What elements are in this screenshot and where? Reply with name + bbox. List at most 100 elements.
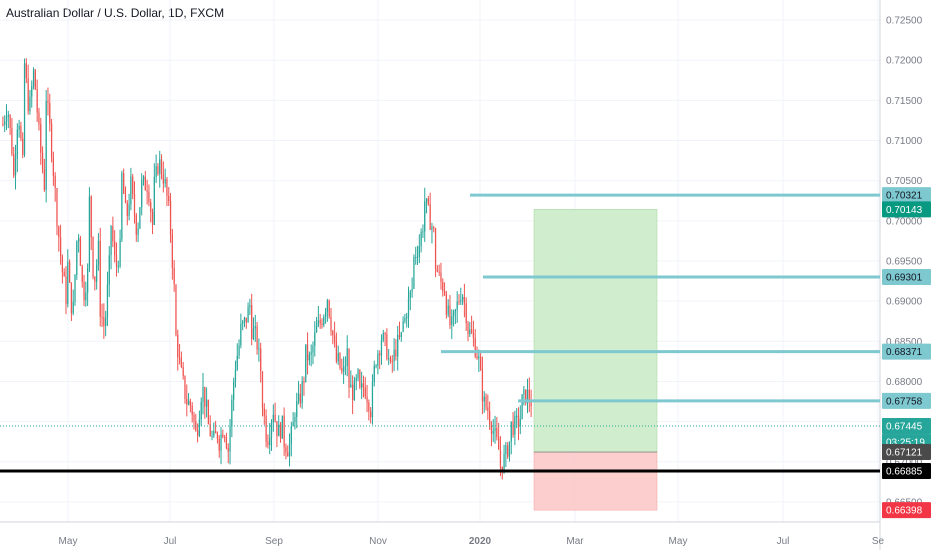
- candle-body[interactable]: [292, 422, 294, 427]
- candle-body[interactable]: [76, 241, 78, 275]
- candle-body[interactable]: [339, 353, 341, 369]
- candle-body[interactable]: [402, 321, 404, 333]
- candle-body[interactable]: [344, 365, 347, 367]
- candle-body[interactable]: [27, 78, 29, 112]
- candle-body[interactable]: [427, 198, 429, 205]
- candle-body[interactable]: [31, 86, 33, 97]
- candle-body[interactable]: [348, 348, 350, 388]
- candle-body[interactable]: [256, 326, 258, 350]
- candle-body[interactable]: [370, 411, 372, 418]
- candle-body[interactable]: [68, 261, 71, 283]
- candle-body[interactable]: [59, 237, 62, 257]
- candle-body[interactable]: [41, 152, 44, 170]
- candle-body[interactable]: [160, 159, 163, 175]
- candle-body[interactable]: [105, 318, 107, 327]
- candle-body[interactable]: [310, 352, 312, 355]
- candle-body[interactable]: [94, 276, 96, 282]
- candle-body[interactable]: [456, 301, 458, 310]
- candle-body[interactable]: [321, 323, 323, 326]
- candle-body[interactable]: [328, 300, 330, 317]
- candle-body[interactable]: [106, 284, 109, 319]
- candle-body[interactable]: [184, 376, 186, 399]
- candle-body[interactable]: [335, 341, 338, 362]
- candle-body[interactable]: [317, 320, 320, 326]
- candle-body[interactable]: [525, 389, 527, 404]
- candle-body[interactable]: [196, 430, 199, 436]
- candle-body[interactable]: [242, 321, 244, 324]
- candle-body[interactable]: [61, 256, 64, 273]
- candle-body[interactable]: [443, 291, 446, 294]
- candle-body[interactable]: [490, 424, 493, 434]
- candle-body[interactable]: [420, 232, 422, 247]
- candle-body[interactable]: [74, 274, 76, 302]
- candle-body[interactable]: [409, 291, 411, 298]
- candle-body[interactable]: [157, 166, 159, 174]
- candle-body[interactable]: [193, 415, 195, 422]
- candle-body[interactable]: [400, 332, 402, 337]
- candle-body[interactable]: [503, 453, 505, 472]
- candle-body[interactable]: [380, 340, 383, 356]
- candle-body[interactable]: [296, 401, 298, 417]
- candle-body[interactable]: [260, 348, 262, 372]
- candle-body[interactable]: [200, 401, 202, 420]
- candle-body[interactable]: [386, 334, 388, 359]
- candle-body[interactable]: [487, 407, 489, 412]
- candle-body[interactable]: [175, 284, 177, 336]
- candle-body[interactable]: [112, 226, 114, 242]
- candle-body[interactable]: [119, 239, 121, 266]
- candle-body[interactable]: [323, 316, 325, 326]
- candle-body[interactable]: [434, 227, 437, 270]
- candle-body[interactable]: [364, 387, 366, 397]
- candle-body[interactable]: [389, 358, 392, 361]
- candle-body[interactable]: [151, 211, 154, 226]
- candle-body[interactable]: [20, 125, 22, 139]
- candle-body[interactable]: [333, 335, 336, 342]
- candle-body[interactable]: [279, 424, 282, 439]
- candle-body[interactable]: [243, 317, 246, 322]
- candle-body[interactable]: [514, 416, 516, 435]
- candle-body[interactable]: [50, 123, 53, 158]
- candle-body[interactable]: [485, 396, 487, 408]
- candle-body[interactable]: [249, 305, 251, 308]
- candle-body[interactable]: [429, 204, 431, 230]
- candle-body[interactable]: [86, 268, 89, 293]
- candle-body[interactable]: [382, 332, 384, 341]
- candle-body[interactable]: [77, 238, 80, 242]
- candle-body[interactable]: [130, 176, 132, 205]
- candle-body[interactable]: [416, 256, 419, 258]
- candle-body[interactable]: [164, 178, 166, 184]
- candle-body[interactable]: [108, 255, 110, 285]
- candle-body[interactable]: [384, 332, 386, 335]
- candle-body[interactable]: [330, 316, 332, 331]
- candle-body[interactable]: [337, 353, 339, 362]
- candle-body[interactable]: [11, 127, 13, 154]
- candle-body[interactable]: [287, 452, 289, 457]
- candle-body[interactable]: [234, 369, 237, 382]
- candle-body[interactable]: [34, 69, 36, 90]
- candle-body[interactable]: [110, 226, 112, 256]
- candle-body[interactable]: [202, 386, 204, 402]
- candle-body[interactable]: [433, 227, 435, 229]
- candle-body[interactable]: [5, 116, 8, 122]
- candle-body[interactable]: [505, 445, 507, 454]
- candle-body[interactable]: [240, 323, 242, 346]
- candle-body[interactable]: [425, 198, 428, 202]
- candle-body[interactable]: [523, 389, 525, 395]
- candle-body[interactable]: [404, 318, 406, 322]
- candle-body[interactable]: [288, 443, 291, 457]
- candle-body[interactable]: [153, 176, 155, 226]
- candle-body[interactable]: [49, 103, 51, 124]
- candle-body[interactable]: [312, 345, 314, 353]
- candle-body[interactable]: [173, 267, 175, 285]
- candle-body[interactable]: [447, 305, 449, 315]
- candle-body[interactable]: [517, 415, 520, 426]
- candle-body[interactable]: [297, 393, 300, 402]
- candle-body[interactable]: [58, 226, 60, 238]
- candle-body[interactable]: [299, 393, 301, 404]
- candle-body[interactable]: [180, 357, 183, 367]
- candle-body[interactable]: [178, 357, 181, 359]
- candle-body[interactable]: [56, 187, 58, 227]
- candle-body[interactable]: [498, 437, 500, 450]
- candle-body[interactable]: [177, 335, 179, 358]
- candle-body[interactable]: [252, 328, 255, 339]
